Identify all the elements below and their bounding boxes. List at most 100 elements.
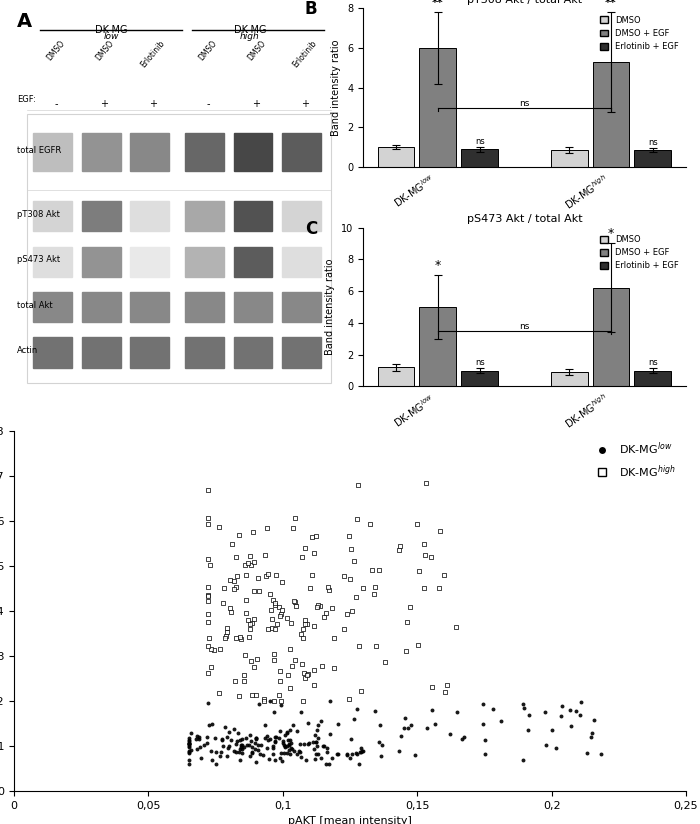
Point xyxy=(270,731,281,744)
Point xyxy=(203,696,214,709)
Point xyxy=(270,731,281,744)
Point xyxy=(440,686,451,699)
Point xyxy=(312,731,323,744)
Point xyxy=(202,483,213,496)
Point xyxy=(374,718,385,731)
Text: ns: ns xyxy=(519,322,530,331)
Point xyxy=(394,543,405,556)
X-axis label: pAKT [mean intensity]: pAKT [mean intensity] xyxy=(288,817,412,824)
Point xyxy=(246,559,257,572)
Point xyxy=(346,543,357,556)
Point xyxy=(442,679,453,692)
Bar xyxy=(282,246,321,277)
Point xyxy=(354,757,365,770)
Point xyxy=(414,564,425,578)
Point xyxy=(196,751,207,765)
Point xyxy=(183,737,195,751)
Point xyxy=(230,737,241,751)
Point xyxy=(351,513,363,526)
Point xyxy=(458,731,470,744)
Point xyxy=(246,747,258,760)
Point xyxy=(402,722,414,735)
Point xyxy=(314,599,326,612)
Point xyxy=(285,737,296,750)
Point xyxy=(220,630,232,643)
Point xyxy=(351,746,362,759)
Point xyxy=(309,728,321,742)
Point xyxy=(274,689,285,702)
Point xyxy=(279,728,290,741)
Point xyxy=(267,612,278,625)
Point xyxy=(202,517,213,531)
Point xyxy=(241,606,252,619)
Point xyxy=(290,653,301,667)
Text: DMSO: DMSO xyxy=(45,39,67,62)
Bar xyxy=(82,292,120,322)
Point xyxy=(244,622,255,635)
Point xyxy=(401,616,412,629)
Point xyxy=(290,511,301,524)
Point xyxy=(259,692,270,705)
Point xyxy=(425,550,436,564)
Point xyxy=(235,630,246,644)
Text: A: A xyxy=(18,12,32,31)
Point xyxy=(285,741,296,754)
Point xyxy=(244,550,255,563)
Point xyxy=(270,597,281,610)
Point xyxy=(262,730,273,743)
Point xyxy=(420,549,431,562)
Text: ns: ns xyxy=(475,358,484,367)
Point xyxy=(272,617,283,630)
Point xyxy=(233,689,244,702)
Text: +: + xyxy=(252,99,260,109)
Point xyxy=(438,569,449,582)
Bar xyxy=(34,201,72,232)
Point xyxy=(234,753,245,766)
Text: *: * xyxy=(608,227,614,240)
Point xyxy=(252,653,263,666)
Point xyxy=(284,747,295,761)
Bar xyxy=(282,292,321,322)
Point xyxy=(222,742,233,755)
Point xyxy=(565,704,576,717)
Point xyxy=(246,735,257,748)
Point xyxy=(221,750,232,763)
Point xyxy=(308,742,319,756)
Point xyxy=(248,612,260,625)
Point xyxy=(279,741,290,754)
Bar xyxy=(234,201,272,232)
Point xyxy=(596,747,607,761)
Point xyxy=(358,582,369,595)
Point xyxy=(202,552,213,565)
Point xyxy=(202,589,213,602)
Point xyxy=(254,747,265,761)
Point xyxy=(183,754,195,767)
Point xyxy=(269,653,280,667)
Point xyxy=(202,616,213,629)
Bar xyxy=(461,149,498,167)
Point xyxy=(346,747,358,761)
Bar xyxy=(186,201,224,232)
Point xyxy=(275,699,286,712)
Point xyxy=(585,730,596,743)
Point xyxy=(278,747,289,760)
Point xyxy=(321,742,332,755)
Point xyxy=(240,594,251,607)
Bar xyxy=(593,288,629,386)
Point xyxy=(310,736,321,749)
Point xyxy=(295,705,306,719)
Point xyxy=(288,719,299,732)
Point xyxy=(203,631,214,644)
Text: ns: ns xyxy=(648,358,658,367)
Bar xyxy=(130,201,169,232)
Point xyxy=(210,745,221,758)
Text: pS473 Akt: pS473 Akt xyxy=(18,255,60,265)
Point xyxy=(307,530,318,543)
Point xyxy=(265,695,276,708)
Point xyxy=(235,739,246,752)
Legend: DMSO, DMSO + EGF, Erlotinib + EGF: DMSO, DMSO + EGF, Erlotinib + EGF xyxy=(596,12,682,54)
Point xyxy=(270,623,281,636)
Point xyxy=(323,584,334,597)
Point xyxy=(262,568,273,581)
Point xyxy=(344,751,355,765)
